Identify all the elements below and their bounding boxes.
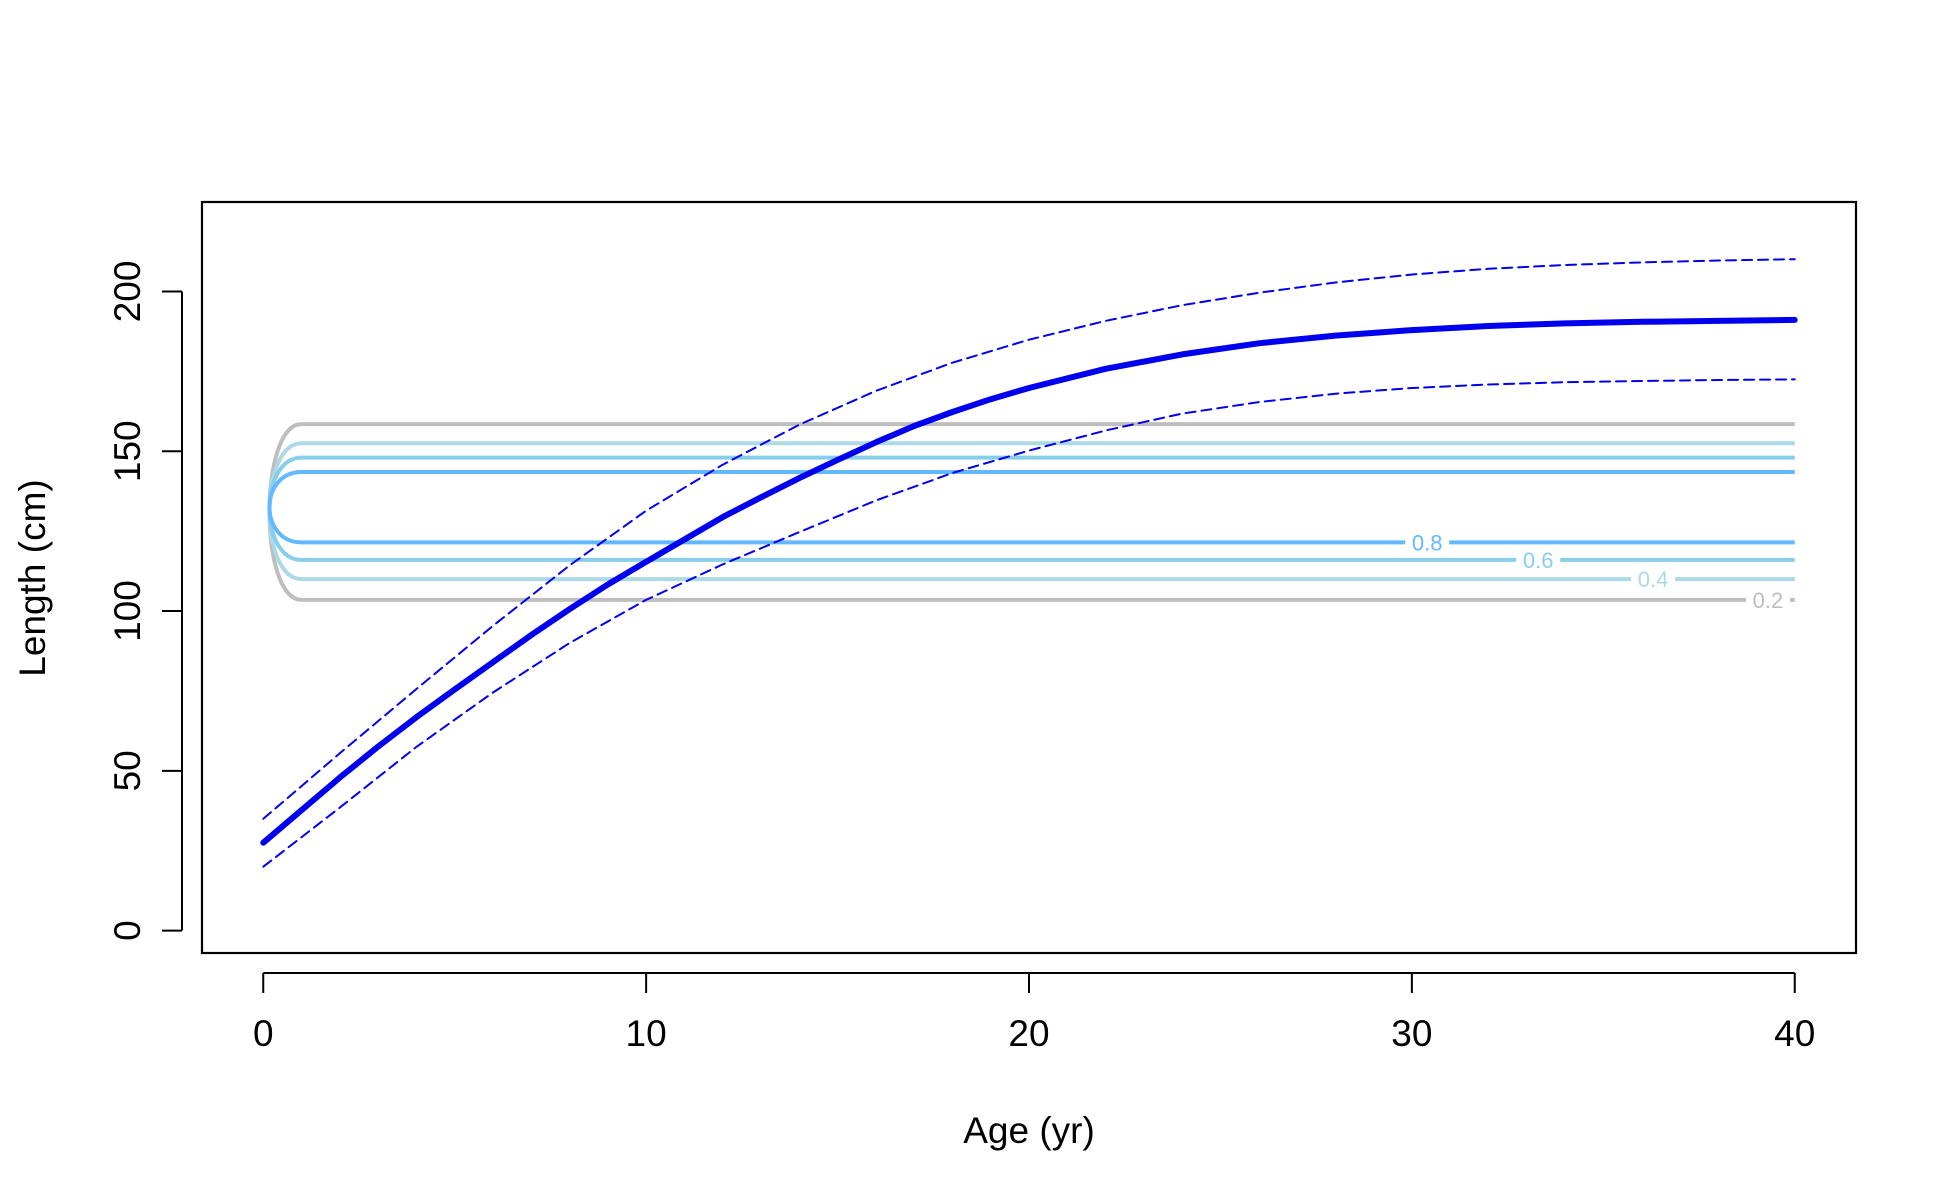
series-layer [260,258,1798,868]
plot-frame [200,200,1858,955]
y-tick-label: 150 [107,420,148,482]
contour-layer: 0.2 0.4 0.6 0.8 [267,422,1795,613]
x-tick-label: 40 [1774,1013,1815,1054]
x-axis-title: Age (yr) [963,1110,1095,1151]
series-mean [260,316,1798,846]
contour-label-0-8: 0.8 [1412,530,1443,555]
y-tick-label: 100 [107,580,148,642]
y-tick-label: 0 [107,920,148,941]
x-tick-label: 10 [626,1013,667,1054]
contour-label-0-2: 0.2 [1753,588,1784,613]
contour-label-0-4: 0.4 [1638,567,1669,592]
y-axis: 0 50 100 150 200 [107,261,183,941]
contour-label-gap [1745,593,1790,606]
x-axis: 0 10 20 30 40 [253,972,1815,1054]
series-lower-interval [262,378,1796,868]
x-tick-label: 20 [1008,1013,1049,1054]
y-axis-title: Length (cm) [12,479,53,676]
x-tick-label: 0 [253,1013,274,1054]
contour-label-gap [1516,553,1561,566]
contour-label-gap [1405,536,1450,549]
y-tick-label: 200 [107,261,148,323]
contour-line-0-8 [267,470,1795,545]
y-tick-label: 50 [107,750,148,791]
x-tick-label: 30 [1391,1013,1432,1054]
contour-label-0-6: 0.6 [1523,548,1554,573]
series-upper-interval [262,258,1796,820]
contour-label-gap [1631,573,1676,586]
